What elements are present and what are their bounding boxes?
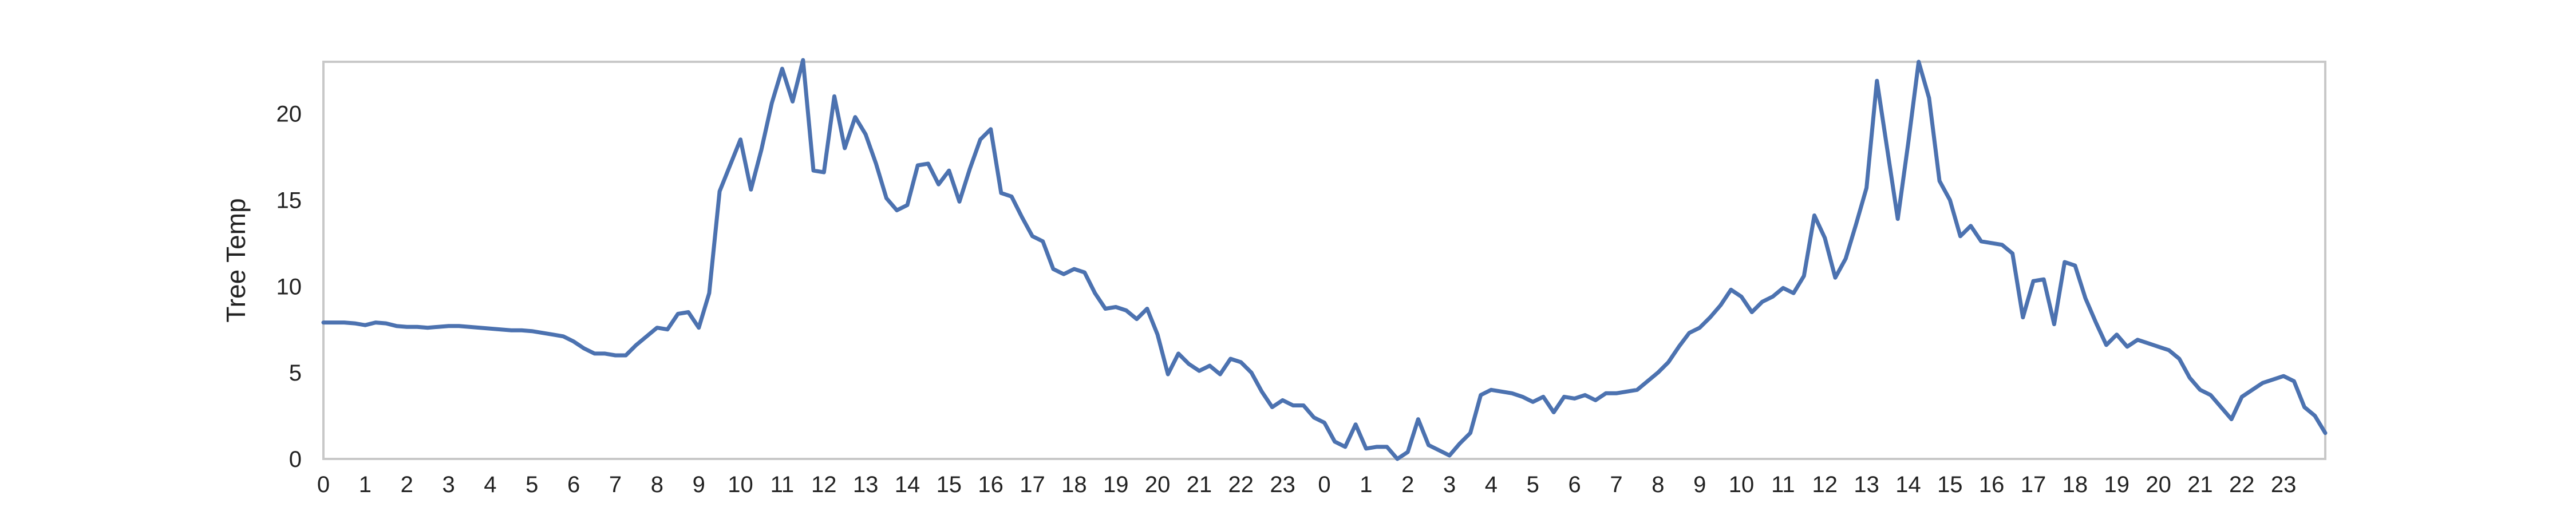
x-tick-label: 15: [937, 472, 962, 497]
x-tick-label: 23: [1270, 472, 1295, 497]
x-tick-label: 3: [442, 472, 455, 497]
x-tick-label: 20: [2146, 472, 2171, 497]
x-tick-label: 18: [1061, 472, 1087, 497]
y-tick-label: 10: [276, 274, 302, 299]
x-tick-label: 22: [2229, 472, 2255, 497]
x-tick-label: 18: [2063, 472, 2088, 497]
y-tick-label: 15: [276, 188, 302, 213]
x-tick-label: 4: [484, 472, 496, 497]
x-tick-label: 12: [1812, 472, 1838, 497]
x-tick-label: 6: [1568, 472, 1581, 497]
x-tick-label: 6: [567, 472, 580, 497]
x-tick-label: 14: [895, 472, 920, 497]
x-tick-label: 7: [1610, 472, 1622, 497]
plot-frame: [322, 61, 2326, 460]
x-tick-label: 10: [728, 472, 753, 497]
x-tick-label: 8: [651, 472, 663, 497]
x-tick-label: 23: [2271, 472, 2297, 497]
x-tick-label: 5: [1527, 472, 1539, 497]
x-tick-label: 17: [2021, 472, 2046, 497]
x-tick-label: 21: [1187, 472, 1212, 497]
x-tick-label: 20: [1145, 472, 1171, 497]
x-tick-label: 0: [317, 472, 330, 497]
x-tick-label: 12: [811, 472, 837, 497]
x-tick-label: 13: [853, 472, 879, 497]
x-tick-label: 9: [693, 472, 705, 497]
x-tick-label: 16: [978, 472, 1003, 497]
x-tick-label: 19: [1103, 472, 1129, 497]
x-tick-label: 1: [1360, 472, 1372, 497]
x-tick-label: 10: [1729, 472, 1755, 497]
x-tick-label: 2: [401, 472, 413, 497]
x-tick-label: 16: [1979, 472, 2005, 497]
x-tick-label: 2: [1401, 472, 1414, 497]
y-axis-title: Tree Temp: [221, 198, 251, 322]
y-axis-ticks: 0 5 10 15 20: [276, 102, 302, 472]
x-axis-ticks: 0 1 2 3 4 5 6 7 8 9 10 11 12 13 14 15 16 17 18 19 20 21 22 23 0 1…: [317, 472, 2297, 497]
x-tick-label: 22: [1228, 472, 1254, 497]
x-tick-label: 7: [609, 472, 622, 497]
x-tick-label: 14: [1895, 472, 1921, 497]
x-tick-label: 1: [359, 472, 372, 497]
x-tick-label: 4: [1485, 472, 1498, 497]
x-tick-label: 15: [1937, 472, 1963, 497]
y-tick-label: 5: [289, 360, 302, 386]
x-tick-label: 0: [1318, 472, 1330, 497]
x-tick-label: 8: [1652, 472, 1664, 497]
x-tick-label: 9: [1693, 472, 1706, 497]
x-tick-label: 11: [771, 472, 795, 497]
plot-area: [321, 58, 2328, 461]
x-tick-label: 11: [1771, 472, 1795, 497]
x-tick-label: 17: [1020, 472, 1045, 497]
x-tick-label: 3: [1443, 472, 1456, 497]
y-tick-label: 20: [276, 102, 302, 127]
series-line: [321, 58, 2328, 461]
x-tick-label: 19: [2104, 472, 2129, 497]
x-tick-label: 5: [526, 472, 538, 497]
x-tick-label: 13: [1854, 472, 1879, 497]
y-tick-label: 0: [289, 447, 302, 472]
x-tick-label: 21: [2187, 472, 2213, 497]
